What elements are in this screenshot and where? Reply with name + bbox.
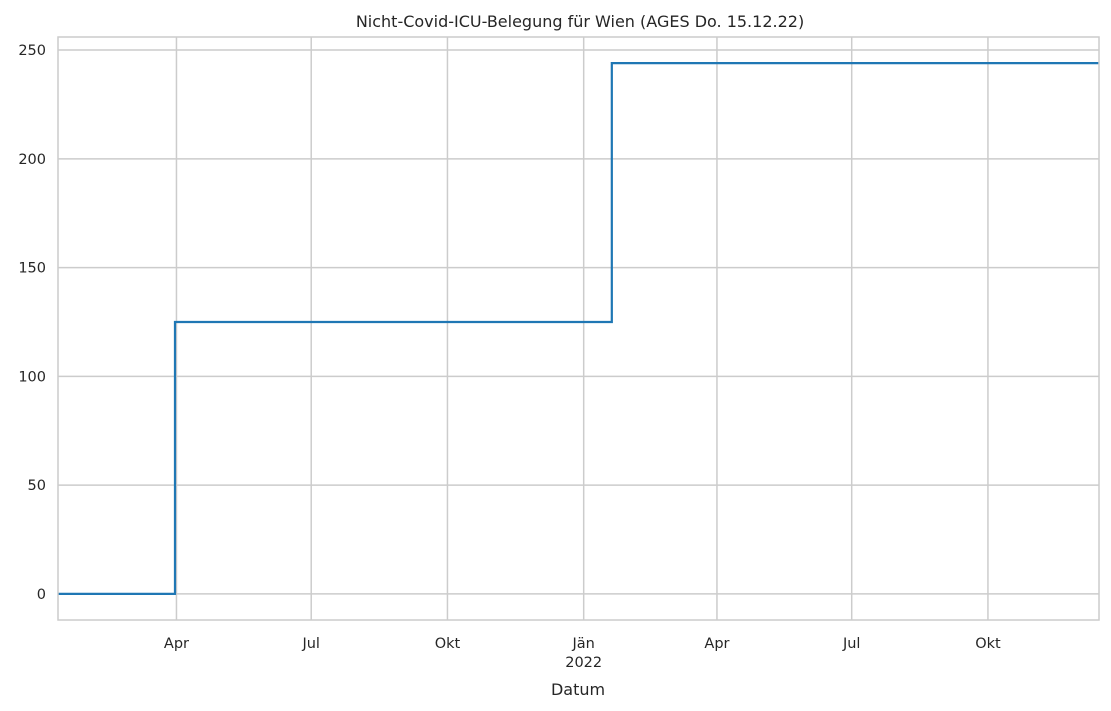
grid-lines <box>58 37 1099 620</box>
x-axis-label: Datum <box>551 680 605 699</box>
y-tick-labels: 0 50 100 150 200 250 <box>18 43 46 603</box>
x-tick-label: Jän <box>572 636 595 652</box>
plot-frame <box>57 36 1100 621</box>
x-tick-label: Okt <box>975 636 1001 652</box>
y-tick-label: 250 <box>18 43 46 59</box>
x-tick-label: Jul <box>301 636 320 652</box>
series-line <box>58 62 1099 595</box>
x-tick-label: Apr <box>164 636 189 652</box>
x-tick-label: Jul <box>842 636 861 652</box>
y-tick-label: 0 <box>37 587 46 603</box>
series-layer <box>58 62 1099 595</box>
x-tick-label: Apr <box>704 636 729 652</box>
y-tick-label: 100 <box>18 369 46 385</box>
chart-title: Nicht-Covid-ICU-Belegung für Wien (AGES … <box>356 12 804 31</box>
y-tick-label: 50 <box>28 478 46 494</box>
y-tick-label: 200 <box>18 152 46 168</box>
x-tick-labels: Apr Jul Okt Jän 2022 Apr Jul Okt <box>164 636 1001 671</box>
y-tick-label: 150 <box>18 261 46 277</box>
x-tick-label: Okt <box>435 636 461 652</box>
x-tick-sublabel: 2022 <box>565 655 602 671</box>
